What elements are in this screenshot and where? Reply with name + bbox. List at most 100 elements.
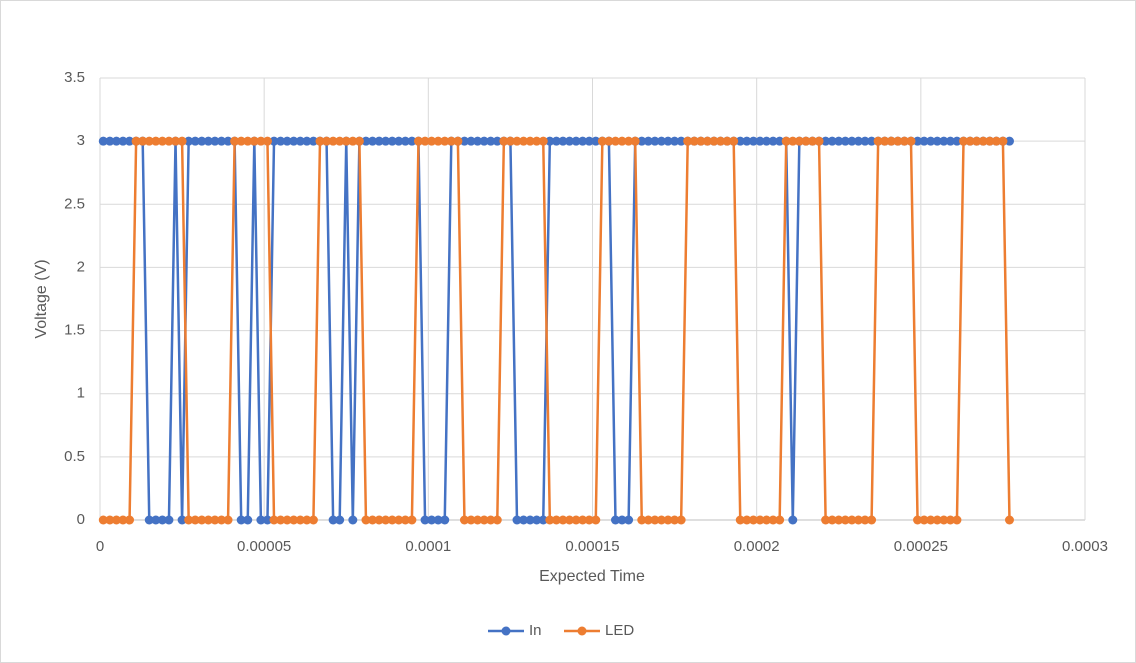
data-point (670, 136, 680, 146)
data-point (473, 136, 483, 146)
data-point (532, 515, 542, 525)
data-point (381, 136, 391, 146)
data-point (945, 515, 955, 525)
data-point (768, 136, 778, 146)
data-point (276, 136, 286, 146)
data-point (348, 515, 358, 525)
data-point (945, 136, 955, 146)
data-point (216, 515, 226, 525)
data-point (499, 136, 509, 146)
data-point (216, 136, 226, 146)
data-point (459, 136, 469, 146)
data-point (656, 515, 666, 525)
data-point (991, 136, 1001, 146)
data-point (427, 136, 437, 146)
data-point (873, 136, 883, 146)
data-point (650, 515, 660, 525)
data-point (473, 515, 483, 525)
data-point (177, 515, 187, 525)
data-point (545, 136, 555, 146)
data-point (315, 136, 325, 146)
data-point (709, 136, 719, 146)
data-point (230, 136, 240, 146)
data-point (197, 136, 207, 146)
data-point (203, 136, 213, 146)
y-tick-label: 3 (77, 132, 85, 149)
data-point (486, 515, 496, 525)
data-point (919, 136, 929, 146)
data-point (427, 515, 437, 525)
data-point (361, 515, 371, 525)
data-point (492, 515, 502, 525)
data-point (696, 136, 706, 146)
data-point (853, 515, 863, 525)
data-point (880, 136, 890, 146)
data-point (354, 136, 364, 146)
data-point (282, 515, 292, 525)
data-point (131, 136, 141, 146)
data-point (919, 515, 929, 525)
data-point (525, 136, 535, 146)
data-point (400, 515, 410, 525)
data-point (538, 136, 548, 146)
data-point (545, 515, 555, 525)
data-point (788, 136, 798, 146)
data-point (558, 136, 568, 146)
data-point (171, 136, 181, 146)
data-point (656, 136, 666, 146)
data-point (762, 515, 772, 525)
x-tick-label: 0.0003 (1062, 538, 1108, 555)
data-point (853, 136, 863, 146)
data-point (748, 515, 758, 525)
data-point (939, 515, 949, 525)
data-point (591, 136, 601, 146)
data-point (827, 136, 837, 146)
data-point (939, 136, 949, 146)
data-point (972, 136, 982, 146)
data-point (899, 136, 909, 146)
data-point (985, 136, 995, 146)
x-tick-label: 0 (96, 538, 104, 555)
data-point (111, 515, 121, 525)
data-point (118, 136, 128, 146)
legend-label: LED (605, 622, 634, 639)
data-point (834, 136, 844, 146)
data-point (663, 515, 673, 525)
data-point (663, 136, 673, 146)
data-point (742, 136, 752, 146)
y-tick-label: 3.5 (64, 69, 85, 86)
data-point (1004, 515, 1014, 525)
data-point (144, 136, 154, 146)
data-point (492, 136, 502, 146)
data-point (538, 515, 548, 525)
data-point (821, 515, 831, 525)
data-point (998, 136, 1008, 146)
data-point (624, 515, 634, 525)
data-point (282, 136, 292, 146)
data-point (420, 515, 430, 525)
data-point (394, 515, 404, 525)
data-point (571, 136, 581, 146)
data-point (578, 515, 588, 525)
y-axis-title: Voltage (V) (33, 259, 50, 338)
data-point (407, 136, 417, 146)
data-point (197, 515, 207, 525)
data-point (755, 136, 765, 146)
data-point (532, 136, 542, 146)
data-point (479, 515, 489, 525)
data-point (433, 515, 443, 525)
data-point (617, 515, 627, 525)
data-point (505, 136, 515, 146)
data-point (886, 136, 896, 146)
data-point (565, 515, 575, 525)
data-point (190, 515, 200, 525)
data-point (256, 515, 266, 525)
data-point (788, 515, 798, 525)
data-point (328, 515, 338, 525)
data-point (118, 515, 128, 525)
data-point (125, 136, 135, 146)
data-point (807, 136, 817, 146)
y-tick-label: 0.5 (64, 448, 85, 465)
data-point (952, 515, 962, 525)
